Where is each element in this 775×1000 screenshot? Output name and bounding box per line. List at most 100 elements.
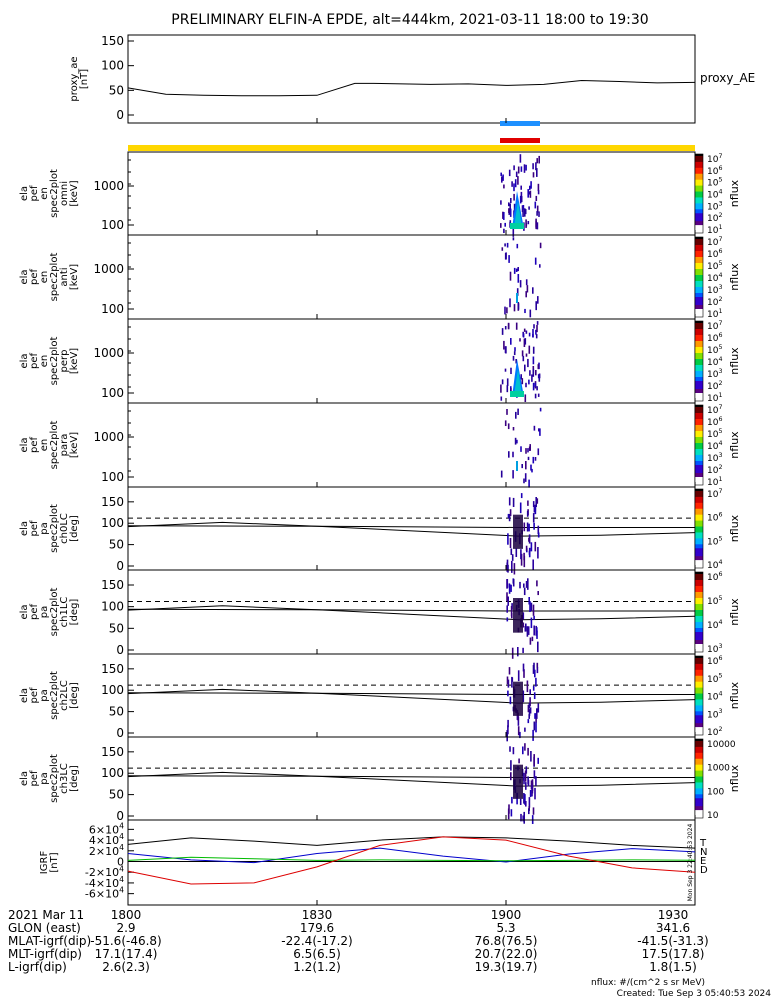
pitch-panel-ch1LC-colorbar-cell [695,604,703,607]
pitch-panel-ch3LC-colorbar-cell [695,804,703,807]
pitch-panel-ch0LC-colorbar-cell [695,534,703,537]
pitch-panel-ch0LC-colorbar-cell [695,514,703,518]
energy-panel-perp-colorbar-cell [695,347,703,350]
pitch-panel-ch2LC-data-cell [507,690,509,697]
energy-panel-omni-data-cell [519,195,522,204]
energy-panel-omni-colorbar-cell [695,161,703,165]
energy-panel-perp-colorbar-cell [695,323,703,326]
energy-panel-omni-colorbar-cell [695,215,703,218]
energy-panel-para-colorbar-cell [695,427,703,430]
pitch-panel-ch3LC-colorbar-tick-label: 10000 [707,740,736,750]
pitch-panel-ch3LC-data-cell [524,770,527,782]
energy-panel-anti-colorbar-tick-label: 102 [707,296,722,308]
energy-panel-anti-data-cell [516,243,519,249]
pitch-panel-ch1LC-colorbar-cell [695,578,703,581]
energy-panel-para-colorbar-cell [695,417,703,420]
energy-panel-omni-data-cell [517,176,519,185]
pitch-panel-ch3LC-colorbar-cell [695,812,703,815]
pitch-panel-ch2LC-colorbar-cell [695,659,703,663]
pitch-panel-ch1LC-ylabel-line: [deg] [69,599,80,626]
pitch-panel-ch0LC-colorbar-cell [695,500,703,504]
energy-panel-para-data-cell [524,473,527,482]
ae-ylabel-line: proxy_ae [69,56,80,101]
energy-panel-omni-colorbar-tick-label: 103 [707,200,722,212]
pitch-panel-ch1LC-colorbar-cell [695,574,703,577]
energy-panel-perp-data-cell [532,368,535,377]
pitch-panel-ch1LC-data-cell [527,626,530,635]
footer-cell: -51.6(-46.8) [90,934,162,948]
pitch-panel-ch3LC-ylabel-line: ela [19,771,30,786]
energy-panel-anti-colorbar-tick-label: 103 [707,284,722,296]
pitch-panel-ch3LC-data-cell [510,809,513,817]
energy-panel-anti-data-cell [525,279,528,286]
energy-panel-para-colorbar-cell [695,409,703,412]
pitch-panel-ch1LC-data-cell [523,583,525,588]
pitch-panel-ch1LC-data-cell [506,617,509,622]
energy-panel-para-data-cell [539,428,541,436]
energy-panel-anti-colorbar-cell [695,245,703,248]
pitch-panel-ch1LC-data-cell [508,583,511,588]
pitch-panel-ch2LC-ylabel-line: ch2LC [59,680,70,711]
footer-row-label: GLON (east) [8,921,81,935]
pitch-panel-ch2LC-data-cell [522,663,525,672]
energy-panel-perp-colorbar-tick-label: 102 [707,380,722,392]
energy-panel-perp-colorbar-tick-label: 106 [707,332,722,344]
footer-row: MLT-igrf(dip) 17.1(17.4) 6.5(6.5) 20.7(22.0… [0,947,775,961]
pitch-panel-ch3LC-data-cell [528,797,531,808]
energy-panel-omni-colorbar-cell [695,187,703,191]
pitch-panel-ch3LC-90deg-line [127,775,695,778]
energy-panel-omni-data-cell [532,163,534,170]
pitch-panel-ch0LC-colorbar-cell [695,554,703,557]
pitch-panel-ch3LC-colorbar-cell [695,774,703,778]
pitch-panel-ch1LC-ylabel-line: pa [39,606,50,618]
energy-panel-perp-colorbar-cell [695,321,703,324]
pitch-panel-ch2LC-data-cell [536,667,539,674]
energy-panel-omni-data-cell [500,172,502,177]
energy-panel-perp-ylabel-line: ela [19,353,30,368]
pitch-panel-ch1LC-colorbar-cell [695,632,703,635]
pitch-panel-ch2LC-ytick-label: 100 [101,683,124,697]
energy-panel-perp-data-cell [504,326,507,330]
energy-panel-para-data-cell [521,464,523,469]
pitch-panel-ch1LC-data-cell [529,601,531,613]
energy-panel-anti-colorbar-tick-label: 106 [707,248,722,260]
pitch-panel-ch0LC-ytick-label: 100 [101,516,124,530]
pitch-panel-ch2LC-data-cell [532,729,534,741]
energy-panel-para-colorbar-cell [695,449,703,452]
energy-panel-perp-data-cell [513,351,516,356]
energy-panel-perp-data-cell [523,338,526,347]
energy-panel-omni-data-cell [514,179,517,188]
energy-panel-para-colorbar-cell [695,467,703,470]
pitch-panel-ch0LC-colorbar-cell [695,502,703,506]
pitch-panel-ch2LC-colorbar-tick-label: 103 [707,708,722,720]
ae-legend-label: proxy_AE [700,71,755,85]
pitch-panel-ch0LC-data-cell [532,501,535,508]
pitch-panel-ch3LC-data-cell [527,779,530,787]
energy-panel-para-data-cell [507,423,510,430]
pitch-panel-ch2LC-colorbar-cell [695,657,703,661]
energy-panel-anti-data-cell [509,298,511,308]
pitch-panel-ch0LC-colorbar-cell [695,496,703,500]
energy-panel-anti-colorbar-cell [695,247,703,250]
energy-panel-perp-colorbar-cell [695,335,703,338]
pitch-panel-ch0LC-data-cell [532,513,535,523]
energy-panel-omni-colorbar-cell [695,199,703,202]
pitch-panel-ch1LC-data-cell [536,627,538,633]
pitch-panel-ch0LC-colorbar-label: nflux [728,514,741,542]
energy-panel-omni-colorbar-cell [695,229,703,232]
pitch-panel-ch3LC-data-cell [522,815,524,822]
energy-panel-omni-colorbar-cell [695,177,703,181]
energy-panel-perp-data-cell [514,347,516,352]
energy-panel-para-colorbar-cell [695,435,703,438]
pitch-panel-ch1LC-frame [127,569,696,655]
pitch-panel-ch0LC-colorbar-cell [695,512,703,516]
energy-panel-para-colorbar-cell [695,459,703,462]
pitch-panel-ch2LC-colorbar-cell [695,679,703,683]
igrf-series-N [127,847,696,864]
pitch-panel-ch2LC-colorbar-cell [695,671,703,675]
pitch-panel-ch1LC-data-cell [522,612,525,620]
energy-panel-perp-colorbar-cell [695,393,703,396]
pitch-panel-ch2LC-data-cell [507,725,509,735]
pitch-panel-ch3LC-colorbar-cell [695,744,703,748]
pitch-panel-ch2LC-colorbar-tick-label: 104 [707,690,722,702]
